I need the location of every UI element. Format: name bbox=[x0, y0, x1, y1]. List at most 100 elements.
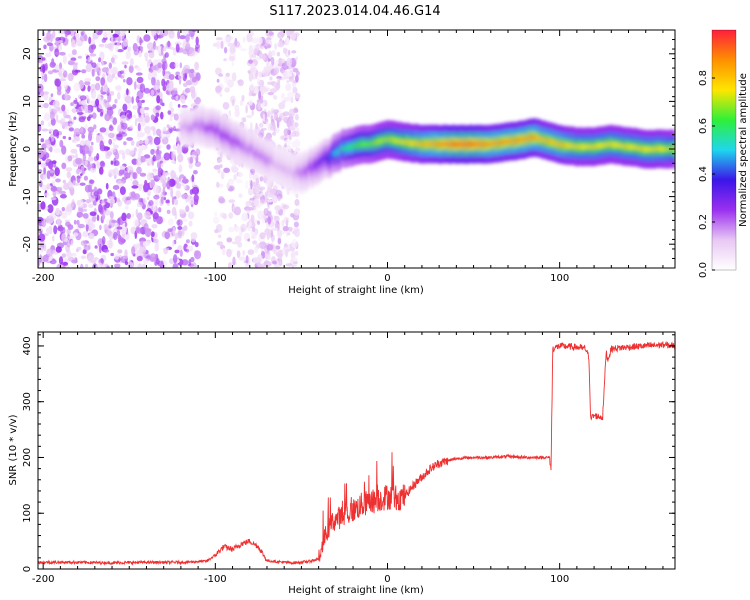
noise-speckle bbox=[287, 232, 291, 236]
noise-speckle bbox=[68, 127, 75, 132]
noise-speckle bbox=[283, 128, 289, 137]
noise-speckle bbox=[42, 32, 46, 36]
noise-speckle bbox=[88, 203, 94, 208]
noise-speckle bbox=[266, 180, 272, 189]
noise-speckle bbox=[216, 78, 220, 83]
noise-speckle bbox=[38, 233, 46, 242]
noise-speckle bbox=[185, 205, 190, 213]
noise-speckle bbox=[285, 263, 293, 267]
noise-speckle bbox=[113, 157, 117, 167]
noise-speckle bbox=[262, 85, 269, 95]
noise-speckle bbox=[185, 87, 191, 93]
noise-speckle bbox=[132, 42, 138, 52]
noise-speckle bbox=[292, 86, 298, 94]
noise-speckle bbox=[226, 182, 230, 190]
noise-speckle bbox=[116, 49, 124, 53]
noise-speckle bbox=[132, 105, 138, 110]
noise-speckle bbox=[226, 237, 233, 243]
noise-speckle bbox=[136, 76, 144, 84]
noise-speckle bbox=[46, 183, 51, 190]
noise-speckle bbox=[270, 115, 274, 123]
noise-speckle bbox=[155, 112, 160, 118]
colorbar-gradient bbox=[712, 30, 736, 270]
noise-speckle bbox=[171, 196, 175, 205]
noise-speckle bbox=[195, 36, 199, 46]
noise-speckle bbox=[170, 150, 176, 160]
noise-speckle bbox=[167, 110, 172, 115]
noise-speckle bbox=[168, 74, 175, 80]
noise-speckle bbox=[156, 128, 161, 136]
noise-speckle bbox=[295, 251, 299, 256]
noise-speckle bbox=[67, 235, 75, 240]
noise-speckle bbox=[39, 180, 43, 188]
colorbar-tick-label: 0.0 bbox=[698, 262, 709, 278]
noise-speckle bbox=[257, 78, 261, 82]
noise-speckle bbox=[280, 77, 286, 81]
noise-speckle bbox=[262, 113, 266, 123]
noise-speckle bbox=[250, 214, 255, 224]
noise-speckle bbox=[295, 147, 301, 152]
noise-speckle bbox=[132, 260, 139, 268]
noise-speckle bbox=[80, 263, 84, 268]
noise-speckle bbox=[194, 161, 201, 168]
noise-speckle bbox=[286, 30, 291, 37]
noise-speckle bbox=[164, 52, 169, 58]
noise-speckle bbox=[83, 145, 90, 155]
noise-speckle bbox=[258, 90, 261, 100]
noise-speckle bbox=[260, 95, 264, 101]
noise-speckle bbox=[84, 78, 92, 82]
noise-speckle bbox=[122, 152, 126, 160]
noise-speckle bbox=[58, 190, 66, 195]
noise-speckle bbox=[75, 169, 83, 175]
noise-speckle bbox=[108, 62, 113, 69]
noise-speckle bbox=[69, 30, 74, 37]
noise-speckle bbox=[61, 207, 65, 212]
noise-speckle bbox=[162, 247, 170, 252]
noise-speckle bbox=[160, 111, 164, 120]
noise-speckle bbox=[115, 166, 119, 172]
noise-speckle bbox=[38, 169, 43, 174]
noise-speckle bbox=[115, 76, 118, 80]
noise-speckle bbox=[46, 170, 51, 180]
noise-speckle bbox=[130, 174, 133, 182]
noise-speckle bbox=[179, 35, 186, 40]
noise-speckle bbox=[189, 156, 194, 164]
noise-speckle bbox=[173, 125, 176, 131]
noise-speckle bbox=[147, 93, 150, 97]
noise-speckle bbox=[164, 231, 170, 240]
noise-speckle bbox=[96, 161, 101, 170]
noise-speckle bbox=[80, 31, 84, 36]
noise-speckle bbox=[79, 95, 87, 101]
noise-speckle bbox=[144, 228, 152, 238]
noise-speckle bbox=[295, 56, 298, 61]
noise-speckle bbox=[239, 100, 244, 107]
noise-speckle bbox=[269, 76, 273, 81]
noise-speckle bbox=[88, 232, 95, 240]
noise-speckle bbox=[89, 179, 95, 184]
noise-speckle bbox=[76, 219, 80, 225]
noise-speckle bbox=[182, 30, 189, 36]
noise-speckle bbox=[294, 122, 299, 128]
noise-speckle bbox=[231, 99, 235, 107]
noise-speckle bbox=[148, 200, 154, 207]
noise-speckle bbox=[274, 222, 279, 230]
noise-speckle bbox=[174, 199, 179, 206]
noise-speckle bbox=[132, 180, 139, 187]
noise-speckle bbox=[103, 249, 110, 253]
noise-speckle bbox=[136, 35, 141, 44]
noise-speckle bbox=[190, 232, 198, 240]
noise-speckle bbox=[70, 102, 74, 106]
noise-speckle bbox=[213, 165, 221, 170]
noise-speckle bbox=[295, 193, 299, 198]
noise-speckle bbox=[176, 136, 179, 144]
noise-speckle bbox=[81, 134, 86, 139]
noise-speckle bbox=[191, 186, 199, 195]
noise-speckle bbox=[74, 32, 80, 39]
noise-speckle bbox=[238, 193, 243, 199]
noise-speckle bbox=[273, 215, 280, 223]
noise-speckle bbox=[277, 253, 283, 261]
noise-speckle bbox=[270, 81, 276, 86]
noise-speckle bbox=[42, 64, 46, 74]
noise-speckle bbox=[223, 58, 227, 62]
